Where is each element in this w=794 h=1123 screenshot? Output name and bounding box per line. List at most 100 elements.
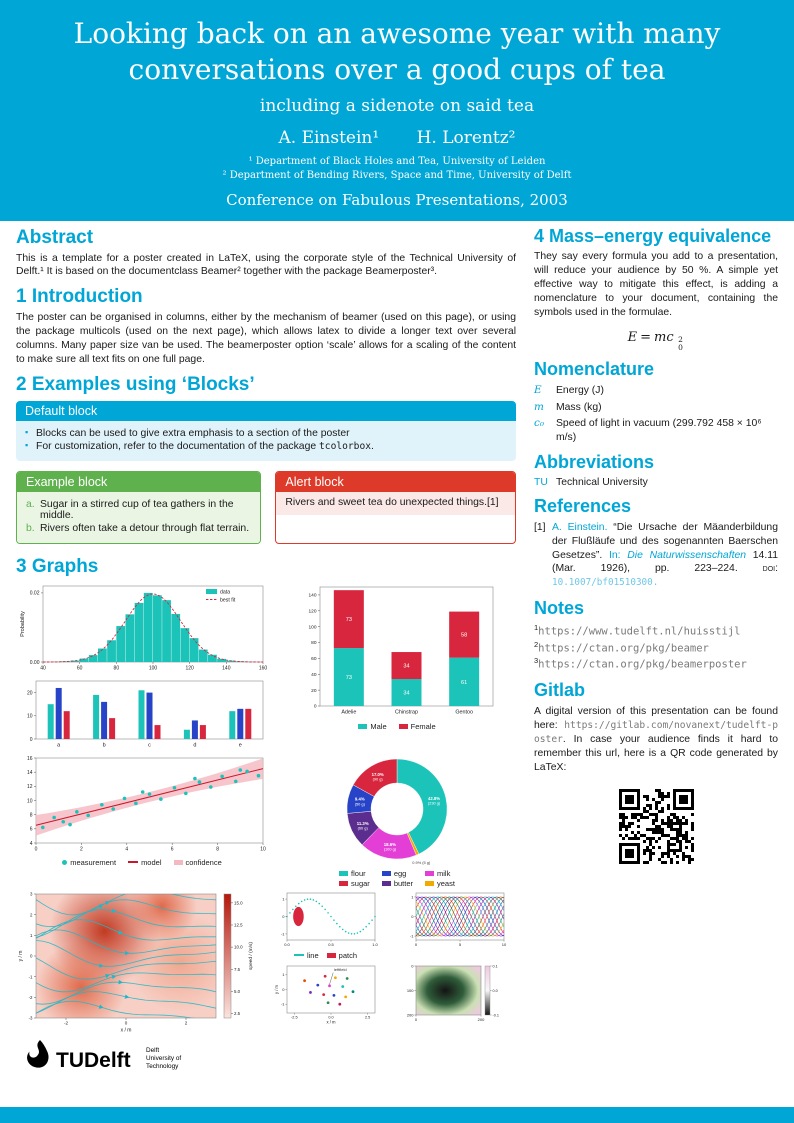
default-block-item: Blocks can be used to give extra emphasi…: [25, 427, 507, 439]
svg-text:1: 1: [282, 972, 285, 977]
svg-text:100: 100: [308, 624, 316, 630]
svg-text:4: 4: [30, 840, 33, 846]
mini-image-block: 0 200 0 100 200 0.1 0.0 -0.1: [393, 963, 516, 1025]
svg-text:c: c: [148, 742, 151, 748]
svg-text:4: 4: [125, 846, 128, 852]
reference-entry: [1] A. Einstein. “Die Ursache der Mäande…: [534, 521, 779, 589]
svg-text:40: 40: [40, 665, 46, 671]
svg-text:-1: -1: [280, 1001, 284, 1006]
tudelft-wordmark: TUDelft: [56, 1049, 131, 1072]
svg-text:0: 0: [411, 963, 414, 968]
svg-text:6: 6: [171, 846, 174, 852]
nomenclature-heading: Nomenclature: [534, 359, 655, 380]
svg-text:120: 120: [185, 665, 194, 671]
svg-text:11.3%: 11.3%: [357, 820, 369, 825]
svg-text:-2: -2: [64, 1020, 69, 1025]
svg-text:2.5: 2.5: [234, 1011, 241, 1016]
sugar-swatch: [339, 880, 349, 886]
section-abstract: Abstract This is a template for a poster…: [16, 227, 516, 280]
donut-block: 42.8% (230 g) 0.9% (5 g) 18.6% (100 g) 11.3%(…: [278, 753, 516, 888]
svg-text:9.4%: 9.4%: [355, 796, 365, 801]
svg-text:Gentoo: Gentoo: [455, 709, 473, 715]
svg-text:0: 0: [314, 703, 317, 709]
svg-text:80: 80: [311, 640, 317, 646]
svg-text:200: 200: [477, 1017, 484, 1022]
svg-text:200: 200: [406, 1012, 413, 1017]
conference-line: Conference on Fabulous Presentations, 20…: [226, 190, 568, 209]
svg-text:73: 73: [346, 617, 352, 623]
svg-text:17.0%: 17.0%: [372, 771, 384, 776]
nomenclature-row: c₀ Speed of light in vacuum (299.792 458 …: [534, 417, 762, 443]
svg-text:Probability: Probability: [20, 611, 26, 637]
milk-swatch: [425, 870, 434, 876]
note-item: 2https://ctan.org/pkg/beamer: [534, 639, 709, 655]
svg-text:1: 1: [30, 933, 33, 938]
egg-swatch: [381, 870, 391, 876]
qr-code: [612, 782, 700, 870]
svg-text:2: 2: [80, 846, 83, 852]
mini-sine-chart: 0.0 0.5 1.0 -1 0 1: [280, 892, 378, 947]
section-introduction: 1 Introduction The poster can be organis…: [16, 286, 516, 366]
mass-energy-text: They say every formula you add to a pres…: [534, 251, 778, 318]
svg-text:1: 1: [411, 894, 414, 899]
male-swatch: [358, 723, 368, 729]
poster-body: Abstract This is a template for a poster…: [0, 221, 794, 1083]
gitlab-text: A digital version of this presentation c…: [534, 705, 778, 773]
note-url[interactable]: https://ctan.org/pkg/beamer: [538, 642, 709, 655]
svg-text:e: e: [239, 742, 242, 748]
svg-text:x / m: x / m: [121, 1027, 132, 1033]
flame-icon: [27, 1039, 49, 1068]
tudelft-logo-svg: TUDelft Delft University of Technology: [27, 1039, 181, 1072]
confidence-swatch: [173, 859, 183, 865]
svg-text:2: 2: [30, 912, 33, 917]
svg-text:1: 1: [282, 896, 285, 901]
svg-text:best fit: best fit: [220, 597, 236, 603]
penguin-chart-block: 0 20 40 60 80 100 120 140 73 73 Adelie 34 34 Chinstra…: [278, 581, 516, 731]
section-mass-energy: 4 Mass–energy equivalence They say every…: [534, 226, 778, 352]
nomenclature-row: m Mass (kg): [534, 400, 602, 413]
svg-text:15.0: 15.0: [234, 900, 243, 905]
svg-text:10: 10: [501, 942, 506, 947]
graphs-row-1: 40 60 80 100 120 140 160 0.00 0.02 Probability dat…: [16, 581, 516, 751]
mini-scatter-block: leftfield -2.5 0.0 2.5 -1 0 1 x / m y / m: [264, 963, 387, 1025]
section-examples: 2 Examples using ‘Blocks’ Default block …: [16, 374, 516, 549]
alert-block-text: Rivers and sweet tea do unexpected thing…: [276, 491, 515, 515]
note-url[interactable]: https://www.tudelft.nl/huisstijl: [538, 625, 741, 638]
svg-text:data: data: [220, 589, 230, 595]
svg-text:73: 73: [346, 675, 352, 681]
svg-text:42.8%: 42.8%: [428, 796, 440, 801]
note-url[interactable]: https://ctan.org/pkg/beamerposter: [538, 658, 747, 671]
example-item-a: a. Sugar in a stirred cup of tea gathers…: [26, 498, 234, 521]
grouped-bar-chart: 0 10 20 a b c d e: [27, 680, 264, 748]
svg-text:5: 5: [458, 942, 461, 947]
penguin-legend: Male Female: [358, 722, 436, 731]
svg-text:18.6%: 18.6%: [384, 841, 396, 846]
affiliation-2: ² Department of Bending Rivers, Space an…: [222, 169, 572, 181]
doi-link[interactable]: 10.1007/bf01510300.: [552, 577, 659, 589]
logo-sub-3: Technology: [146, 1063, 179, 1070]
gitlab-url[interactable]: https://gitlab.com/novanext/tudelft-post…: [534, 719, 778, 745]
svg-text:2.5: 2.5: [365, 1015, 370, 1019]
section-references: References [1] A. Einstein. “Die Ursache…: [534, 496, 779, 590]
svg-text:-1: -1: [29, 974, 33, 979]
section-abbreviations: Abbreviations TU Technical University: [534, 453, 778, 489]
abstract-heading: Abstract: [16, 226, 94, 248]
introduction-text: The poster can be organised in columns, …: [16, 312, 516, 365]
svg-text:5.0: 5.0: [234, 989, 241, 994]
poster-header: Looking back on an awesome year with man…: [0, 0, 794, 221]
svg-text:-1: -1: [409, 933, 413, 938]
svg-text:Adelie: Adelie: [341, 709, 356, 715]
svg-text:12.5: 12.5: [234, 922, 243, 927]
gitlab-heading: Gitlab: [534, 679, 586, 700]
svg-text:140: 140: [308, 592, 316, 598]
svg-text:b: b: [103, 742, 106, 748]
flour-swatch: [339, 870, 349, 876]
author-1: A. Einstein¹: [278, 127, 380, 148]
svg-text:0: 0: [282, 987, 285, 992]
poster-title: Looking back on an awesome year with man…: [73, 17, 721, 86]
female-swatch: [398, 723, 408, 729]
svg-text:34: 34: [403, 690, 409, 696]
svg-text:a: a: [57, 742, 61, 748]
svg-text:10.0: 10.0: [234, 944, 243, 949]
